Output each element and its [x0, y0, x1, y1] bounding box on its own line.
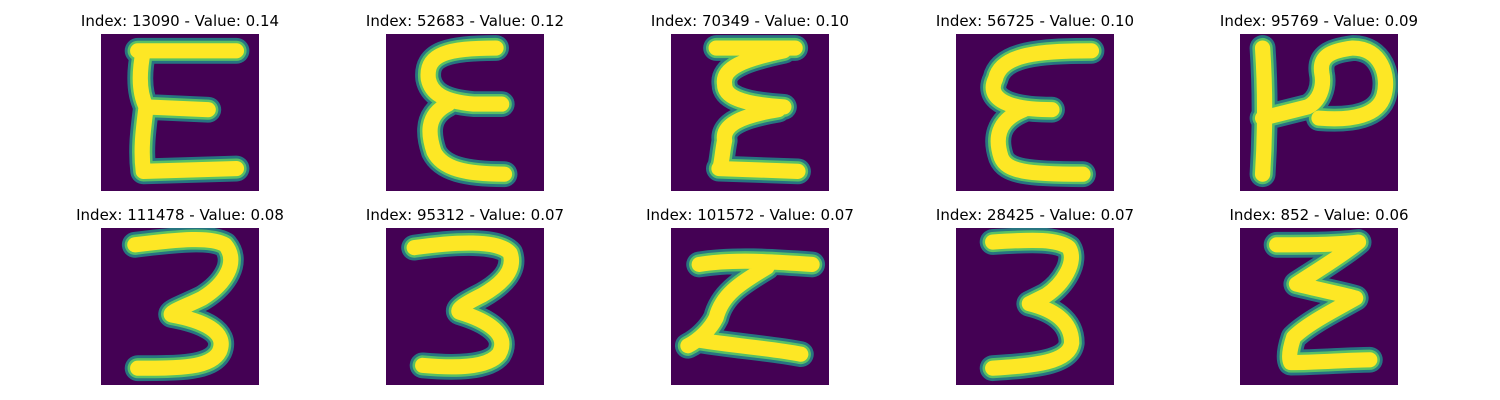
panel-4: Index: 56725 - Value: 0.10	[915, 12, 1155, 192]
panel-title: Index: 28425 - Value: 0.07	[935, 206, 1135, 224]
handwritten-stroke	[130, 43, 245, 179]
panel-10: Index: 852 - Value: 0.06	[1199, 206, 1439, 386]
panel-title: Index: 111478 - Value: 0.08	[76, 206, 284, 224]
panel-title: Index: 95312 - Value: 0.07	[365, 206, 565, 224]
handwritten-stroke	[680, 253, 820, 362]
sample-image	[101, 34, 259, 191]
handwritten-stroke	[985, 43, 1100, 182]
sample-image	[386, 228, 544, 385]
panel-9: Index: 28425 - Value: 0.07	[915, 206, 1155, 386]
handwritten-stroke	[1254, 40, 1394, 182]
sample-image	[1240, 34, 1398, 191]
panel-title: Index: 56725 - Value: 0.10	[935, 12, 1135, 30]
handwritten-stroke	[420, 40, 513, 182]
panel-8: Index: 101572 - Value: 0.07	[630, 206, 870, 386]
panel-title: Index: 13090 - Value: 0.14	[80, 12, 280, 30]
panel-title: Index: 101572 - Value: 0.07	[646, 206, 854, 224]
handwritten-stroke	[1269, 234, 1378, 371]
sample-image	[956, 228, 1114, 385]
panel-title: Index: 52683 - Value: 0.12	[365, 12, 565, 30]
panel-title: Index: 852 - Value: 0.06	[1229, 206, 1409, 224]
sample-image	[671, 34, 829, 191]
sample-image	[956, 34, 1114, 191]
sample-image	[101, 228, 259, 385]
panel-1: Index: 13090 - Value: 0.14	[60, 12, 300, 192]
sample-image	[386, 34, 544, 191]
panel-2: Index: 52683 - Value: 0.12	[345, 12, 585, 192]
panel-5: Index: 95769 - Value: 0.09	[1199, 12, 1439, 192]
panel-3: Index: 70349 - Value: 0.10	[630, 12, 870, 192]
handwritten-stroke	[708, 40, 806, 179]
handwritten-stroke	[985, 232, 1080, 376]
panel-title: Index: 95769 - Value: 0.09	[1219, 12, 1419, 30]
panel-6: Index: 111478 - Value: 0.08	[60, 206, 300, 386]
sample-image	[671, 228, 829, 385]
panel-7: Index: 95312 - Value: 0.07	[345, 206, 585, 386]
sample-image	[1240, 228, 1398, 385]
handwritten-stroke	[406, 235, 519, 375]
panel-title: Index: 70349 - Value: 0.10	[650, 12, 850, 30]
handwritten-stroke	[127, 231, 239, 376]
